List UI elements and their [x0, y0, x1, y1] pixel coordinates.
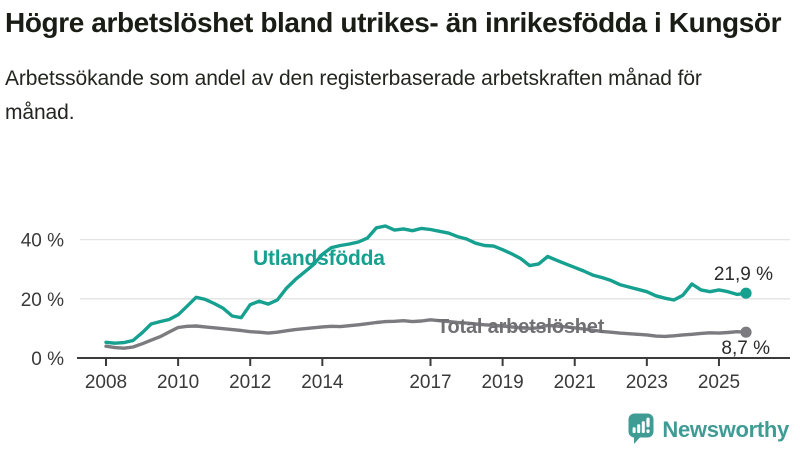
x-axis-tick-label: 2025: [698, 372, 740, 393]
y-axis: 0 % 20 % 40 %: [21, 231, 64, 370]
x-axis-tick-label: 2012: [229, 372, 271, 393]
x-axis-tick-label: 2019: [481, 372, 523, 393]
series-line-total-arbetsl-shet: [104, 318, 748, 350]
chart-subtitle: Arbetssökande som andel av den registerb…: [5, 66, 702, 124]
x-axis-tick-label: 2021: [554, 372, 596, 393]
x-axis: 2008 2010 2012 2014 2017 2019 2021 2023 2025: [77, 357, 790, 393]
y-axis-tick-label: 20 %: [21, 290, 64, 311]
y-axis-tick-label: 40 %: [21, 231, 64, 252]
speech-bubble-bar-chart-icon: [628, 413, 654, 444]
end-value-label-total: 8,7 %: [721, 338, 770, 359]
chart-title: Högre arbetslöshet bland utrikes- än inr…: [5, 7, 782, 38]
series-end-dot: [740, 287, 752, 299]
newsworthy-logo-text: Newsworthy: [662, 416, 789, 442]
series-label-utlandsfodda: Utlandsfödda: [253, 247, 385, 270]
end-value-label-utlandsfodda: 21,9 %: [714, 264, 773, 285]
y-axis-tick-label: 0 %: [31, 349, 64, 370]
series-layer: [104, 224, 752, 350]
series-label-total-arbetsloshet: Total arbetslöshet: [437, 316, 605, 338]
newsworthy-logo: Newsworthy: [628, 413, 789, 446]
series-end-dot: [740, 326, 752, 338]
header: Högre arbetslöshet bland utrikes- än inr…: [5, 6, 797, 130]
x-axis-tick-label: 2017: [409, 372, 451, 393]
x-axis-tick-label: 2008: [85, 372, 127, 393]
gridlines: [80, 238, 790, 300]
x-axis-tick-label: 2010: [157, 372, 199, 393]
x-axis-tick-label: 2014: [301, 372, 344, 393]
x-axis-tick-label: 2023: [626, 372, 668, 393]
series-line-utlandsf-dda: [104, 224, 748, 345]
unemployment-line-chart: 0 % 20 % 40 % 2008 2010 2012 2014 2017 2019 2021…: [21, 224, 790, 393]
